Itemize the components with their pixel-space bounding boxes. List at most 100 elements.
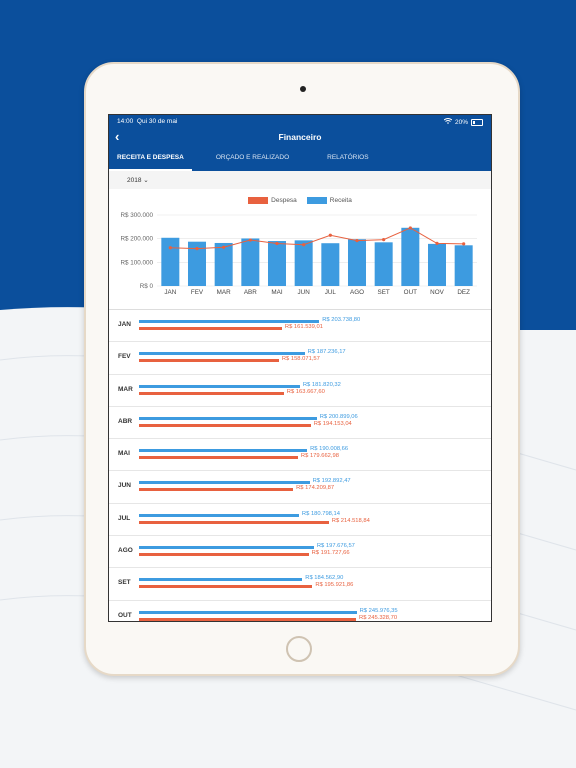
bar-receita (139, 513, 299, 517)
point-despesa-out[interactable] (408, 226, 412, 230)
legend-receita-label: Receita (329, 197, 352, 204)
chart-legend: Despesa Receita (109, 197, 491, 204)
month-row[interactable]: SET R$ 184.562,90 R$ 195.921,86 (109, 568, 491, 601)
receita-value: R$ 200.899,06 (319, 413, 358, 420)
despesa-value: R$ 191.727,66 (311, 550, 350, 557)
point-despesa-mar[interactable] (222, 245, 226, 249)
bar-receita-mai[interactable] (268, 241, 286, 286)
month-label: SET (118, 579, 131, 587)
bar-despesa (139, 456, 298, 460)
back-button[interactable]: ‹ (115, 129, 120, 144)
app-screen: 14:00 Qui 30 de mai 20% ‹ Financeiro REC… (108, 114, 492, 622)
bar-receita-jul[interactable] (321, 243, 340, 286)
bar-despesa (139, 327, 282, 330)
month-label: AGO (118, 547, 133, 555)
bar-receita (139, 610, 357, 614)
despesa-value: R$ 179.662,98 (300, 453, 339, 460)
receita-value: R$ 197.676,57 (316, 543, 355, 550)
bar-receita (139, 352, 305, 356)
x-tick-label: DEZ (457, 289, 470, 296)
receita-value: R$ 192.892,47 (312, 478, 351, 485)
app-header: 14:00 Qui 30 de mai 20% ‹ Financeiro REC… (109, 115, 491, 171)
month-label: OUT (118, 611, 132, 619)
month-label: MAI (118, 450, 130, 458)
bar-receita-jun[interactable] (294, 240, 313, 286)
point-despesa-jan[interactable] (168, 246, 172, 250)
bar-receita-nov[interactable] (428, 243, 446, 286)
month-label: JUN (118, 482, 132, 490)
status-time: 14:00 (117, 118, 134, 125)
point-despesa-nov[interactable] (435, 241, 439, 245)
bar-receita (139, 546, 314, 550)
receita-value: R$ 245.976,35 (359, 607, 398, 614)
bar-receita-dez[interactable] (454, 245, 473, 286)
month-label: JAN (118, 321, 132, 328)
point-despesa-jul[interactable] (328, 233, 332, 237)
y-tick-label: R$ 0 (140, 283, 154, 290)
receita-value: R$ 203.738,80 (322, 317, 361, 323)
month-row[interactable]: JAN R$ 203.738,80 R$ 161.539,01 (109, 310, 491, 343)
point-despesa-jun[interactable] (302, 243, 306, 247)
home-button[interactable] (286, 636, 312, 662)
receita-value: R$ 180.798,14 (301, 510, 340, 517)
month-row[interactable]: OUT R$ 245.976,35 R$ 245.328,70 (109, 601, 491, 621)
despesa-value: R$ 163.667,60 (286, 388, 325, 395)
point-despesa-dez[interactable] (462, 242, 466, 246)
month-row[interactable]: FEV R$ 187.236,17 R$ 158.071,57 (109, 342, 491, 375)
x-tick-label: AGO (350, 289, 364, 296)
receita-value: R$ 190.008,66 (310, 446, 349, 453)
point-despesa-abr[interactable] (248, 238, 252, 242)
month-row[interactable]: JUN R$ 192.892,47 R$ 174.209,87 (109, 471, 491, 504)
month-row[interactable]: MAI R$ 190.008,66 R$ 179.662,98 (109, 439, 491, 472)
x-tick-label: MAR (217, 289, 231, 296)
x-tick-label: JAN (164, 289, 176, 296)
point-despesa-set[interactable] (382, 238, 386, 242)
tab-relatorios[interactable]: RELATÓRIOS (327, 154, 369, 161)
battery-icon (471, 118, 483, 126)
line-despesa (170, 227, 464, 250)
receita-value: R$ 184.562,90 (305, 575, 344, 582)
x-tick-label: FEV (191, 289, 204, 296)
x-tick-label: MAI (271, 289, 282, 296)
month-row[interactable]: ABR R$ 200.899,06 R$ 194.153,04 (109, 407, 491, 440)
bar-receita-jan[interactable] (161, 237, 180, 286)
legend-despesa: Despesa (248, 197, 297, 204)
month-label: JUL (118, 514, 131, 522)
tab-orcado-realizado[interactable]: ORÇADO E REALIZADO (215, 154, 290, 161)
bar-receita-ago[interactable] (348, 239, 366, 286)
bar-receita (139, 578, 303, 582)
y-tick-label: R$ 300.000 (120, 212, 153, 219)
point-despesa-ago[interactable] (355, 239, 359, 243)
bar-receita-set[interactable] (374, 242, 393, 286)
legend-despesa-swatch (248, 197, 269, 204)
bar-receita (139, 416, 317, 420)
point-despesa-mai[interactable] (275, 241, 279, 246)
bar-receita-fev[interactable] (188, 241, 206, 286)
status-date: Qui 30 de mai (136, 118, 178, 125)
year-bar: 2018 ⌄ (109, 171, 491, 189)
month-row[interactable]: AGO R$ 197.676,57 R$ 191.727,66 (109, 536, 491, 569)
legend-receita: Receita (306, 197, 352, 204)
year-select[interactable]: 2018 ⌄ (127, 177, 149, 184)
x-tick-label: JUL (325, 289, 337, 296)
point-despesa-fev[interactable] (195, 246, 199, 251)
y-tick-label: R$ 100.000 (120, 259, 153, 266)
monthly-list: JAN R$ 203.738,80 R$ 161.539,01 FEV R$ 187.2… (109, 310, 491, 621)
bar-receita-out[interactable] (401, 227, 420, 286)
despesa-value: R$ 161.539,01 (284, 324, 323, 330)
bar-receita-mar[interactable] (214, 242, 233, 286)
despesa-value: R$ 214.518,84 (331, 517, 370, 524)
bar-despesa (139, 585, 313, 589)
bar-line-chart: R$ 300.000 R$ 200.000 R$ 100.000 R$ 0 JAN FEV… (120, 212, 477, 296)
bar-despesa (139, 617, 357, 621)
month-row[interactable]: JUL R$ 180.798,14 R$ 214.518,84 (109, 504, 491, 537)
bar-receita-abr[interactable] (241, 238, 260, 286)
bar-despesa (139, 359, 279, 363)
bar-despesa (139, 520, 329, 524)
tab-receita-despesa[interactable]: RECEITA E DESPESA (109, 147, 192, 171)
month-row[interactable]: MAR R$ 181.820,32 R$ 163.667,60 (109, 375, 491, 407)
bar-receita (139, 481, 310, 485)
page-title: Financeiro (278, 132, 322, 142)
despesa-value: R$ 174.209,87 (296, 485, 335, 492)
tab-bar: RECEITA E DESPESA ORÇADO E REALIZADO REL… (109, 147, 491, 171)
